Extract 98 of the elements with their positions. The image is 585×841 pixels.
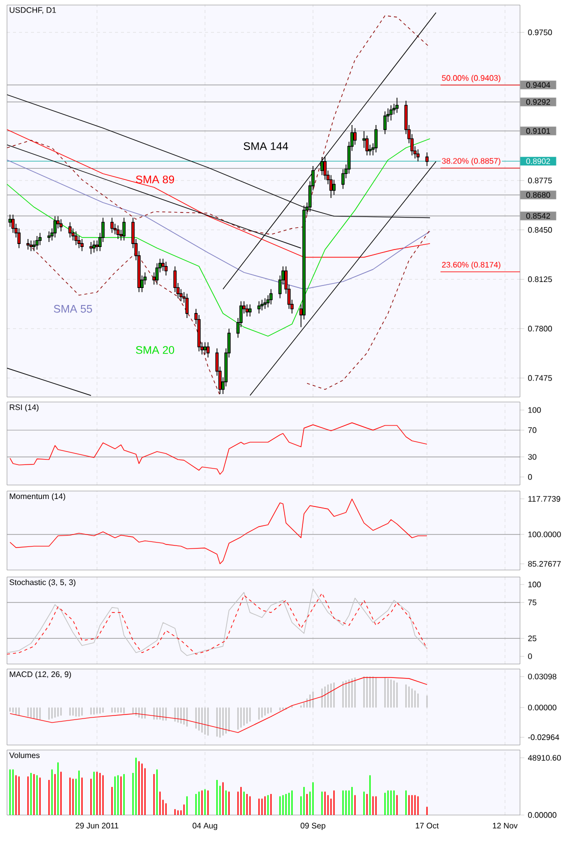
candlestick xyxy=(203,342,207,355)
candlestick xyxy=(329,174,333,198)
candlestick xyxy=(269,288,273,305)
candlestick xyxy=(416,148,420,162)
line-series xyxy=(6,160,430,290)
ref-line-label: 0.9404 xyxy=(526,82,550,88)
candlestick xyxy=(77,236,81,249)
line-series xyxy=(10,422,428,475)
candlestick xyxy=(320,156,324,176)
candlestick xyxy=(374,124,378,153)
candlestick xyxy=(353,128,357,146)
text: SMA 144 xyxy=(244,142,288,150)
text: SMA 20 xyxy=(136,346,174,354)
candlestick xyxy=(332,179,336,196)
candlestick xyxy=(32,240,36,252)
y-tick-label: 100 xyxy=(528,582,541,588)
x-tick-label: 12 Nov xyxy=(492,822,518,828)
candlestick xyxy=(143,272,147,285)
candlestick xyxy=(185,293,189,318)
chart-title: Volumes xyxy=(9,752,40,758)
chart-title: MACD (12, 26, 9) xyxy=(10,671,71,679)
candlestick xyxy=(17,228,21,249)
y-tick-label: 75 xyxy=(528,600,536,606)
y-tick-label: 0.8450 xyxy=(528,227,552,233)
y-tick-label: 30 xyxy=(528,454,536,460)
y-tick-label: -0.02964 xyxy=(528,734,560,740)
text: SMA 55 xyxy=(54,304,92,313)
candlestick xyxy=(155,262,159,285)
candlestick xyxy=(248,304,252,317)
y-tick-label: 0.7800 xyxy=(528,326,552,332)
candlestick xyxy=(197,314,201,352)
candlestick xyxy=(29,240,33,252)
y-tick-label: 25 xyxy=(528,636,536,642)
candlestick xyxy=(92,240,96,254)
ref-line-label: 0.8542 xyxy=(526,213,550,219)
ref-line-label: 0.8680 xyxy=(526,192,550,198)
candlestick xyxy=(95,240,99,252)
ref-line-label: 50.00% (0.9403) xyxy=(442,74,500,82)
candlestick xyxy=(71,228,75,241)
line-series xyxy=(6,15,430,235)
candlestick xyxy=(425,152,429,166)
y-tick-label: 100.0000 xyxy=(528,532,561,538)
y-tick-label: 0 xyxy=(528,474,532,480)
candlestick xyxy=(38,232,42,246)
ref-line-label: 23.60% (0.8174) xyxy=(442,262,500,270)
candlestick xyxy=(341,168,345,190)
candlestick xyxy=(323,156,327,180)
candlestick xyxy=(116,224,120,240)
candlestick xyxy=(383,110,387,135)
ref-line-label: 0.9292 xyxy=(526,99,550,105)
candlestick xyxy=(89,242,93,255)
y-tick-label: 70 xyxy=(528,427,536,433)
y-tick-label: 0.8775 xyxy=(528,178,552,184)
candlestick xyxy=(74,230,78,246)
line-series xyxy=(6,129,430,258)
candlestick xyxy=(110,217,114,234)
candlestick xyxy=(68,222,72,238)
ref-line-label: 38.20% (0.8857) xyxy=(442,158,500,166)
y-tick-label: 0.7475 xyxy=(528,375,552,381)
candlestick xyxy=(164,261,168,276)
candlestick xyxy=(404,100,408,135)
candlestick xyxy=(53,216,57,238)
y-tick-label: 0.00000 xyxy=(528,704,556,710)
candlestick xyxy=(389,104,393,121)
series-label: SMA 89 xyxy=(136,176,174,184)
x-tick-label: 17 Oct xyxy=(416,822,439,828)
chart-title: Stochastic (3, 5, 3) xyxy=(10,579,76,587)
candlestick xyxy=(245,304,249,317)
candlestick xyxy=(365,135,369,156)
y-tick-label: 0.00000 xyxy=(528,812,556,818)
x-tick-label: 09 Sep xyxy=(300,822,326,830)
ref-line-label: 0.8902 xyxy=(526,158,550,164)
line-series xyxy=(10,677,428,733)
y-tick-label: 100 xyxy=(528,407,541,413)
y-tick-label: 0.9750 xyxy=(528,30,552,36)
chart-title: RSI (14) xyxy=(10,404,38,412)
y-tick-label: 85.27677 xyxy=(528,561,561,567)
candlestick xyxy=(122,217,126,241)
chart-title: USDCHF, D1 xyxy=(10,7,56,14)
y-tick-label: 0 xyxy=(528,653,532,660)
y-tick-label: 48910.60 xyxy=(528,754,561,761)
x-tick-label: 29 Jun 2011 xyxy=(76,822,118,828)
candlestick xyxy=(80,238,84,252)
candlestick xyxy=(173,266,177,293)
ref-line-label: 0.9101 xyxy=(526,128,550,134)
y-tick-label: 0.03098 xyxy=(528,674,556,680)
y-tick-label: 0.8125 xyxy=(528,276,552,282)
chart-title: Momentum (14) xyxy=(10,493,66,501)
y-tick-label: 117.7739 xyxy=(528,496,560,502)
candlestick xyxy=(35,236,39,250)
candlestick xyxy=(206,342,210,358)
line-series xyxy=(6,138,430,337)
candlestick xyxy=(113,223,117,235)
candlestick xyxy=(11,214,15,234)
x-tick-label: 04 Aug xyxy=(192,822,218,830)
candlestick xyxy=(26,238,30,250)
candlestick xyxy=(47,230,51,242)
candlestick xyxy=(257,300,261,314)
